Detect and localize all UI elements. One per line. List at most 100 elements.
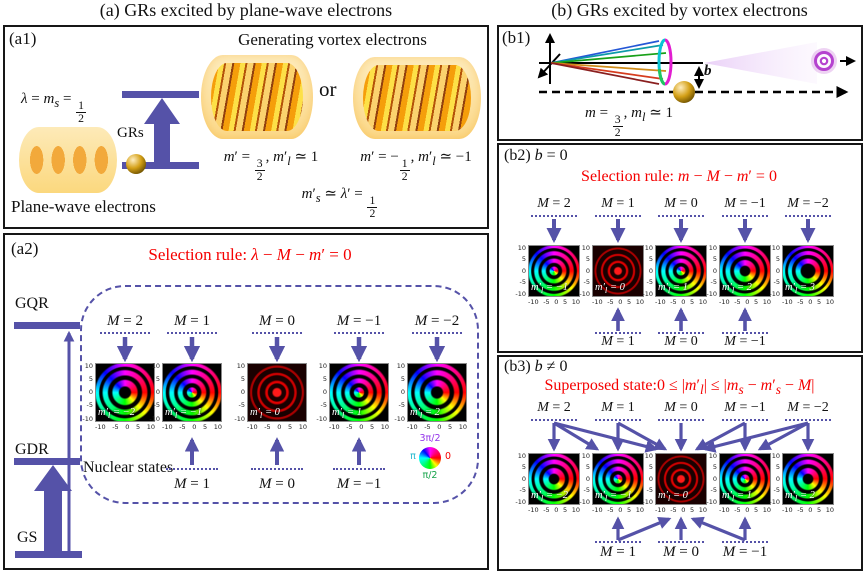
vortex-plot: 10 5 0 -5 -10 m′l = −1 -10 -5 0 5 10	[515, 245, 580, 306]
superposition-arrow	[617, 421, 668, 451]
m-value-label: M = 0	[259, 313, 295, 329]
gs-level-bar	[15, 551, 82, 558]
phase-label-3pi2: 3π/2	[419, 433, 441, 444]
vortex-image: m′l = −1	[528, 245, 580, 297]
vortex-image: m′l = −1	[162, 363, 222, 422]
gs-label: GS	[17, 529, 38, 546]
panel-a2-box: (a2) Selection rule: λ − M − m′ = 0 GQR …	[3, 233, 489, 570]
vortex-plot: 10 5 0 -5 -10 m′l = 0 -10 -5 0 5 10	[234, 363, 307, 431]
gqr-level-bar	[14, 322, 80, 329]
vortex-plot: 10 5 0 -5 -10 m′l = 2 -10 -5 0 5 10	[394, 363, 467, 431]
vortex-image: m′l = 2	[782, 453, 834, 505]
vortex-plot: 10 5 0 -5 -10 m′l = 0 -10 -5 0 5 10	[579, 245, 644, 306]
y-axis-ticks: 10 5 0 -5 -10	[579, 244, 590, 298]
dotted-level	[167, 332, 217, 334]
vortex-image: m′l = 1	[329, 363, 389, 422]
x-axis-ticks: -10 -5 0 5 10	[719, 298, 771, 306]
b2-arrows	[546, 219, 816, 331]
dotted-level	[785, 419, 831, 421]
panel-b3-header: (b3) b ≠ 0	[504, 358, 568, 375]
m-value-label: M = 1	[174, 313, 210, 329]
panel-b2-header: (b2) b = 0	[504, 147, 568, 164]
grs-label: GRs	[117, 125, 144, 141]
vortex-ml-label: m′l = 0	[250, 406, 280, 420]
x-axis-ticks: -10 -5 0 5 10	[528, 506, 580, 514]
m-value-label: M = 2	[537, 400, 571, 415]
dotted-level	[722, 419, 768, 421]
beam-ray	[550, 62, 664, 80]
dotted-level	[658, 541, 704, 543]
m-value-label: M = −1	[724, 400, 766, 415]
gdr-label: GDR	[15, 441, 49, 458]
vortex-plot: 10 5 0 -5 -10 m′l = 2 -10 -5 0 5 10	[769, 453, 834, 514]
plane-wave-cylinder	[19, 127, 117, 193]
superposed-state-rule: Superposed state:0 ≤ |m′l| ≤ |ms − m′s −…	[544, 377, 815, 398]
beam-ray	[550, 52, 667, 64]
panel-a1-label: (a1)	[9, 29, 37, 48]
m-value-label: M = −1	[722, 544, 768, 560]
vortex-ml-label: m′l = −2	[98, 406, 135, 420]
vortex-electron-cylinder-1	[201, 55, 313, 139]
m-value-label: M = −2	[787, 400, 829, 415]
vortex-plot: 10 5 0 -5 -10 m′l = −2 -10 -5 0 5 10	[515, 453, 580, 514]
vortex-plot: 10 5 0 -5 -10 m′l = 2 -10 -5 0 5 10	[706, 245, 771, 306]
m-value-label: M = 0	[259, 476, 295, 492]
x-axis-ticks: -10 -5 0 5 10	[655, 298, 707, 306]
vortex-ml-label: m′l = −1	[595, 489, 632, 503]
x-axis-ticks: -10 -5 0 5 10	[592, 298, 644, 306]
dotted-level	[334, 332, 384, 334]
x-axis-ticks: -10 -5 0 5 10	[782, 506, 834, 514]
vortex-ml-label: m′l = 1	[658, 281, 688, 295]
dotted-level	[595, 541, 641, 543]
superposition-arrow	[553, 421, 659, 453]
nucleus-sphere	[126, 154, 146, 174]
m-value-label: M = −2	[414, 313, 460, 329]
x-axis-ticks: -10 -5 0 5 10	[329, 423, 389, 431]
phase-label-0: 0	[444, 451, 452, 462]
vortex-electron-cylinder-2	[353, 57, 481, 139]
vortex-ml-label: m′l = 1	[332, 406, 362, 420]
panel-b1-label: (b1)	[502, 28, 531, 47]
x-axis-ticks: -10 -5 0 5 10	[782, 298, 834, 306]
m-value-label: M = 0	[664, 334, 698, 349]
dotted-level	[251, 468, 303, 470]
m-value-label: M = 1	[601, 334, 635, 349]
y-axis-ticks: 10 5 0 -5 -10	[394, 362, 405, 423]
a2-arrows	[14, 322, 446, 558]
y-axis-ticks: 10 5 0 -5 -10	[769, 452, 780, 506]
vortex-plot: 10 5 0 -5 -10 m′l = −1 -10 -5 0 5 10	[149, 363, 222, 431]
b1-beam-diagram	[537, 33, 856, 103]
dotted-level	[166, 468, 218, 470]
x-axis-ticks: -10 -5 0 5 10	[719, 506, 771, 514]
allowed-states-dashed-box	[80, 285, 479, 504]
dotted-level	[252, 332, 302, 334]
vortex-plot: 10 5 0 -5 -10 m′l = −2 -10 -5 0 5 10	[82, 363, 155, 431]
panel-b2-box: (b2) b = 0 Selection rule: m − M − m′ = …	[497, 143, 863, 353]
beam-ray	[550, 44, 664, 64]
gqr-label: GQR	[15, 295, 49, 312]
dotted-level	[658, 332, 704, 334]
focus-ring	[657, 68, 666, 86]
diagonal-axis-arrow	[537, 53, 561, 79]
vortex-plot: 10 5 0 -5 -10 m′l = −1 -10 -5 0 5 10	[579, 453, 644, 514]
vortex-ml-label: m′l = 2	[410, 406, 440, 420]
m-value-label: M = 0	[664, 400, 698, 415]
vortex-image: m′l = 1	[719, 453, 771, 505]
x-axis-ticks: -10 -5 0 5 10	[655, 506, 707, 514]
y-axis-ticks: 10 5 0 -5 -10	[579, 452, 590, 506]
vortex-ml-label: m′l = −2	[531, 489, 568, 503]
m-value-label: M = 1	[601, 400, 635, 415]
vortex-ml-label: m′l = 0	[658, 489, 688, 503]
phase-label-pi: π	[410, 451, 416, 462]
ground-level-bar	[122, 162, 199, 169]
vortex-image: m′l = 0	[655, 453, 707, 505]
dotted-level	[595, 215, 641, 217]
vortex-image: m′l = 2	[407, 363, 467, 422]
x-axis-ticks: -10 -5 0 5 10	[407, 423, 467, 431]
beam-ray	[550, 62, 660, 85]
dotted-level	[658, 215, 704, 217]
dotted-level	[722, 541, 768, 543]
dotted-level	[595, 332, 641, 334]
